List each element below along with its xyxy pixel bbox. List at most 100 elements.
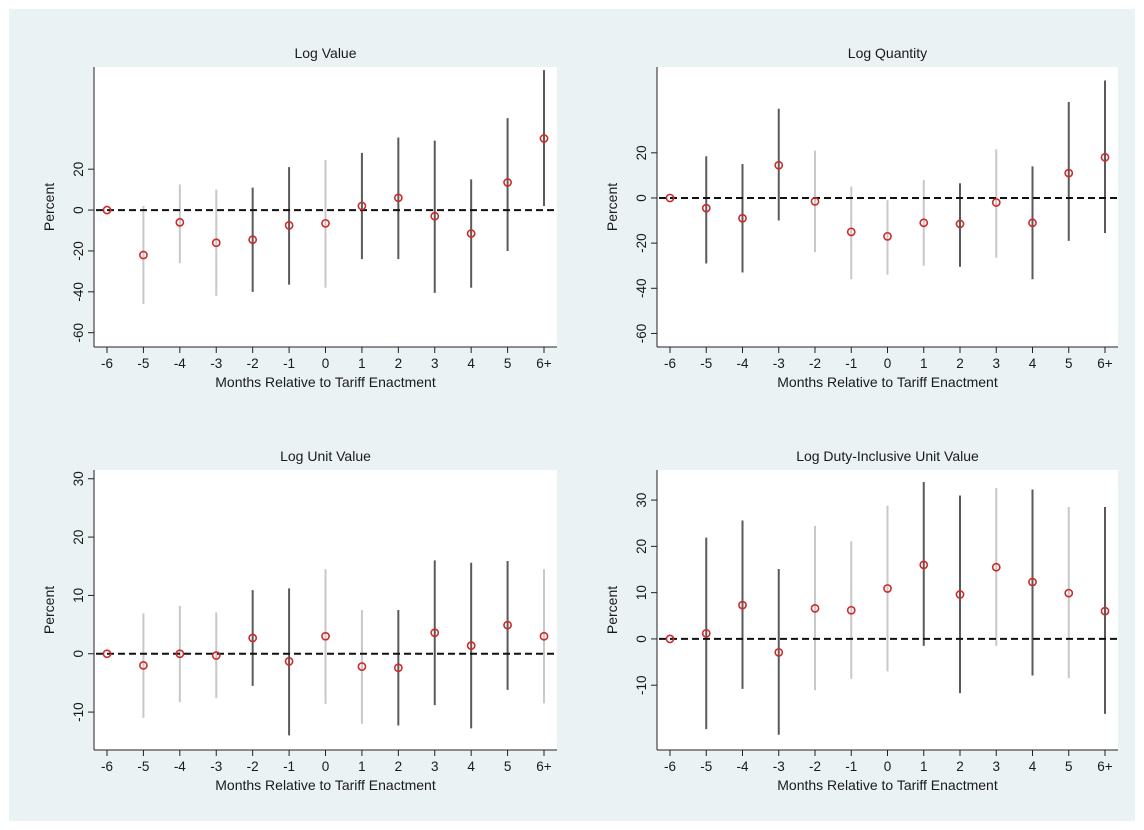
x-tick-label: 2 <box>956 759 964 774</box>
x-tick-label: -3 <box>210 759 222 774</box>
data-point <box>665 193 675 203</box>
x-tick-label: 3 <box>431 759 439 774</box>
data-point <box>175 649 185 659</box>
x-tick-label: 2 <box>956 356 964 371</box>
x-tick-label: 4 <box>467 759 475 774</box>
x-tick-label: -2 <box>247 759 259 774</box>
chart-title: Log Value <box>294 45 356 61</box>
data-point <box>1064 168 1074 178</box>
x-tick-label: 3 <box>992 759 1000 774</box>
data-point <box>846 605 856 615</box>
data-point <box>139 250 148 260</box>
x-tick-label: 0 <box>322 356 330 371</box>
y-tick-label: -40 <box>634 279 649 299</box>
data-point <box>883 231 892 241</box>
data-point <box>1028 218 1037 228</box>
x-tick-label: -2 <box>247 356 259 371</box>
data-point <box>991 198 1001 207</box>
x-tick-label: -2 <box>809 759 821 774</box>
x-tick-label: 2 <box>395 759 403 774</box>
x-axis-label: Months Relative to Tariff Enactment <box>215 374 436 390</box>
chart-panel-4: Log Duty-Inclusive Unit Value-100102030P… <box>604 448 1118 793</box>
data-point <box>175 217 185 227</box>
x-tick-label: 1 <box>358 356 366 371</box>
x-tick-label: 5 <box>504 356 512 371</box>
y-tick-label: -10 <box>71 702 86 722</box>
data-point <box>102 205 112 215</box>
y-tick-label: 20 <box>71 162 86 177</box>
data-point <box>357 201 367 211</box>
chart-title: Log Quantity <box>848 45 927 61</box>
data-point <box>503 620 512 630</box>
y-axis-label: Percent <box>604 183 620 231</box>
x-tick-label: 1 <box>358 759 366 774</box>
y-tick-label: 30 <box>71 471 86 486</box>
x-tick-label: 4 <box>467 356 475 371</box>
data-point <box>1100 152 1110 162</box>
x-tick-label: -6 <box>101 356 113 371</box>
y-tick-label: 0 <box>71 206 86 214</box>
data-point <box>1100 606 1110 616</box>
x-tick-label: -4 <box>174 759 186 774</box>
x-tick-label: -4 <box>736 759 748 774</box>
y-tick-label: 0 <box>634 194 649 202</box>
data-point <box>1028 577 1037 587</box>
data-point <box>539 134 549 143</box>
x-tick-label: 6+ <box>1097 759 1113 774</box>
x-tick-label: 1 <box>920 356 928 371</box>
x-tick-label: -3 <box>210 356 222 371</box>
data-point <box>665 634 675 644</box>
x-tick-label: -3 <box>773 759 785 774</box>
data-point <box>102 649 112 659</box>
x-tick-label: 4 <box>1029 356 1037 371</box>
data-point <box>738 600 747 610</box>
x-tick-label: 3 <box>431 356 439 371</box>
data-point <box>284 656 294 666</box>
data-point <box>430 211 440 221</box>
x-tick-label: -1 <box>283 356 295 371</box>
y-tick-label: 10 <box>71 588 86 603</box>
y-tick-label: 20 <box>634 539 649 554</box>
x-tick-label: -6 <box>664 759 676 774</box>
x-tick-label: -4 <box>174 356 186 371</box>
data-point <box>466 229 476 238</box>
data-point <box>919 218 929 228</box>
x-tick-label: 6+ <box>536 759 552 774</box>
x-tick-label: 3 <box>992 356 1000 371</box>
x-tick-label: 1 <box>920 759 928 774</box>
data-point <box>810 603 820 613</box>
x-axis-label: Months Relative to Tariff Enactment <box>215 777 436 793</box>
y-axis-label: Percent <box>41 586 57 634</box>
data-point <box>211 238 221 248</box>
x-tick-label: -5 <box>137 759 149 774</box>
data-point <box>846 227 856 237</box>
x-axis-label: Months Relative to Tariff Enactment <box>777 777 998 793</box>
data-point <box>701 628 711 638</box>
data-point <box>284 220 294 230</box>
x-tick-label: 0 <box>884 356 892 371</box>
x-tick-label: -1 <box>845 356 857 371</box>
x-tick-label: -1 <box>283 759 295 774</box>
x-tick-label: 6+ <box>536 356 552 371</box>
data-point <box>321 631 330 641</box>
data-point <box>321 218 330 228</box>
data-point <box>883 584 892 593</box>
chart-title: Log Duty-Inclusive Unit Value <box>796 448 979 464</box>
x-tick-label: 0 <box>322 759 330 774</box>
data-point <box>919 560 929 570</box>
y-tick-label: 0 <box>71 650 86 658</box>
data-point <box>393 193 403 203</box>
y-tick-label: 10 <box>634 585 649 600</box>
data-point <box>774 647 784 657</box>
data-point <box>1064 588 1074 598</box>
chart-title: Log Unit Value <box>280 448 371 464</box>
x-axis-label: Months Relative to Tariff Enactment <box>777 374 998 390</box>
data-point <box>393 663 403 673</box>
data-point <box>139 661 148 670</box>
x-tick-label: 5 <box>1065 759 1073 774</box>
data-point <box>357 662 367 671</box>
